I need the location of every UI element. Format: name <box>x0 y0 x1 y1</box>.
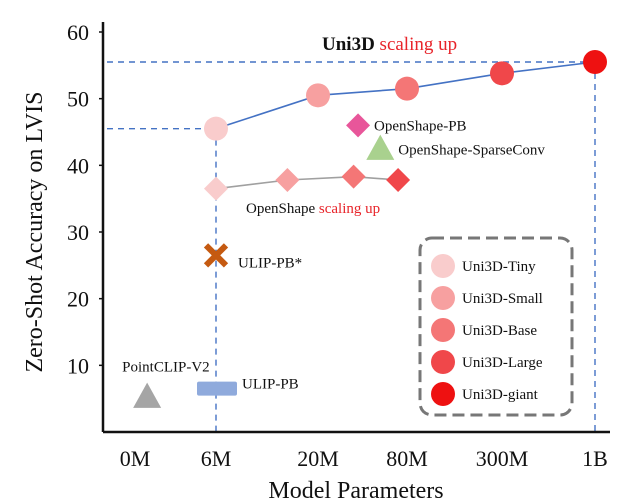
y-tick-label-40: 40 <box>67 153 89 178</box>
uni3d-point-large <box>490 61 514 86</box>
y-tick-label-60: 60 <box>67 20 89 45</box>
x-tick-label-6m: 6M <box>201 446 232 471</box>
baseline-ulip-pb-marker <box>197 381 237 396</box>
openshape-scaling-label: OpenShape scaling up <box>246 201 380 217</box>
x-axis-title: Model Parameters <box>268 478 443 504</box>
legend-marker-uni3d-base <box>431 318 455 342</box>
legend-label-uni3d-small: Uni3D-Small <box>462 291 543 307</box>
x-tick-label-20m: 20M <box>297 446 339 471</box>
legend-marker-uni3d-tiny <box>431 254 455 278</box>
uni3d-point-giant <box>583 50 607 74</box>
axes: 10 20 30 40 50 60 0M 6M 20M 80M 300M 1B Model Parame… <box>22 20 610 504</box>
baseline-openshape-sparseconv-label: OpenShape-SparseConv <box>398 143 545 159</box>
baseline-pointclip-v2-marker <box>133 382 162 408</box>
baseline-openshape-pb-label: OpenShape-PB <box>374 118 467 134</box>
openshape-point-2 <box>275 168 300 192</box>
y-tick-label-50: 50 <box>67 87 89 112</box>
chart-title-red: scaling up <box>380 34 458 55</box>
openshape-label-scaling-up: scaling up <box>319 201 380 217</box>
openshape-point-1 <box>204 176 228 201</box>
baseline-ulip-pb-marker <box>203 243 229 268</box>
legend-label-uni3d-base: Uni3D-Base <box>462 323 537 339</box>
y-tick-label-10: 10 <box>67 353 89 378</box>
openshape-point-4 <box>386 168 411 192</box>
baseline-openshape-sparseconv-marker <box>366 134 395 160</box>
markers <box>133 50 607 408</box>
uni3d-point-small <box>306 83 330 108</box>
chart-title-bold: Uni3D <box>322 34 380 55</box>
chart-title: Uni3D scaling up <box>322 34 457 55</box>
openshape-series-line <box>215 175 399 190</box>
uni3d-point-tiny <box>204 116 228 141</box>
baseline-ulip-pb-label: ULIP-PB <box>242 377 299 393</box>
baseline-ulip-pb-label: ULIP-PB* <box>238 255 302 271</box>
baseline-pointclip-v2-label: PointCLIP-V2 <box>122 360 210 376</box>
y-axis-title: Zero-Shot Accuracy on LVIS <box>22 91 48 372</box>
legend-marker-uni3d-large <box>431 350 455 374</box>
x-tick-label-300m: 300M <box>476 446 529 471</box>
x-stroke-2 <box>203 243 229 268</box>
legend-label-uni3d-large: Uni3D-Large <box>462 355 543 371</box>
y-tick-label-30: 30 <box>67 220 89 245</box>
x-tick-label-0m: 0M <box>120 446 151 471</box>
y-tick-label-20: 20 <box>67 287 89 312</box>
legend-box <box>418 236 574 417</box>
legend: Uni3D-Tiny Uni3D-Small Uni3D-Base Uni3D-Lar… <box>418 236 574 417</box>
legend-marker-uni3d-giant <box>431 382 455 406</box>
legend-label-uni3d-giant: Uni3D-giant <box>462 387 539 403</box>
guide-lines <box>107 61 596 432</box>
annotations: OpenShape-PB OpenShape-SparseConv ULIP-PB*… <box>122 34 545 393</box>
x-tick-label-80m: 80M <box>386 446 428 471</box>
openshape-label-text: OpenShape <box>246 201 319 217</box>
legend-label-uni3d-tiny: Uni3D-Tiny <box>462 259 536 275</box>
openshape-point-3 <box>341 164 366 189</box>
baseline-openshape-pb-marker <box>346 113 371 138</box>
legend-marker-uni3d-small <box>431 286 455 310</box>
x-tick-label-1b: 1B <box>582 446 608 471</box>
uni3d-point-base <box>395 76 419 101</box>
